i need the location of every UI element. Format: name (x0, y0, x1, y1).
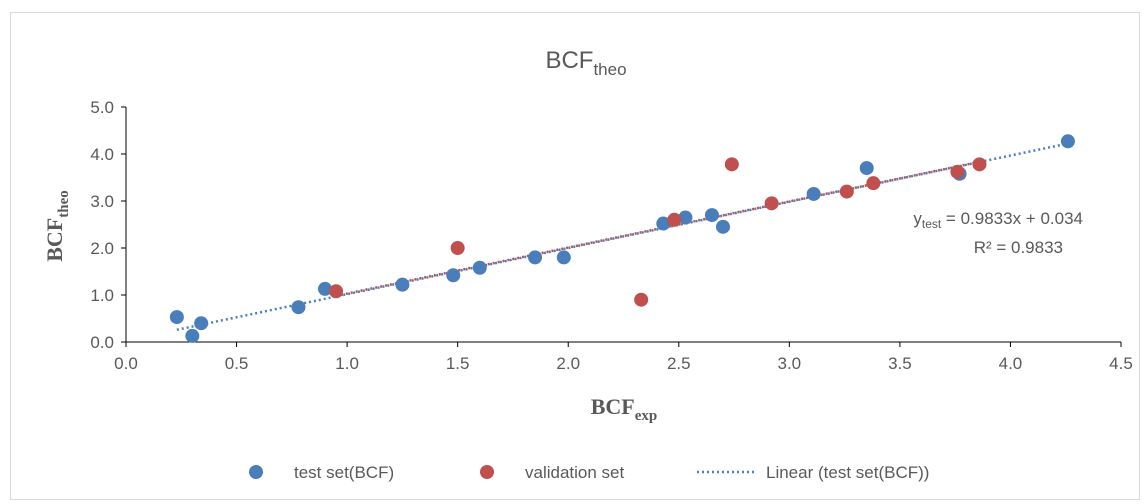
legend-marker-validation-set (480, 465, 494, 479)
point-validation-set (634, 292, 649, 307)
point-validation-set (724, 157, 739, 172)
y-axis-label: BCFtheo (42, 190, 72, 262)
point-test-set (185, 328, 200, 343)
y-tick-label: 0.0 (90, 333, 114, 352)
y-axis-label-main: BCF (42, 218, 67, 262)
y-tick-label: 2.0 (90, 239, 114, 258)
x-tick-label: 4.5 (1109, 354, 1133, 373)
legend-item-test-set: test set(BCF) (249, 463, 394, 482)
chart-frame (10, 12, 1140, 500)
point-validation-set (667, 212, 682, 227)
point-test-set (528, 250, 543, 265)
point-test-set (806, 186, 821, 201)
y-tick-label: 1.0 (90, 286, 114, 305)
point-test-set (1060, 134, 1075, 149)
x-tick-label: 1.5 (446, 354, 470, 373)
x-tick-label: 1.0 (335, 354, 359, 373)
y-tick-label: 3.0 (90, 192, 114, 211)
y-tick-label: 4.0 (90, 145, 114, 164)
point-validation-set (866, 176, 881, 191)
point-test-set (395, 277, 410, 292)
x-axis-label-main: BCF (591, 394, 635, 419)
x-tick-label: 3.0 (778, 354, 802, 373)
legend-label-validation-set: validation set (525, 463, 625, 482)
point-validation-set (450, 241, 465, 255)
x-tick-label: 0.5 (225, 354, 249, 373)
point-validation-set (329, 284, 344, 299)
r-squared: R² = 0.9833 (974, 238, 1063, 257)
point-validation-set (839, 184, 854, 199)
point-validation-set (972, 157, 987, 172)
point-validation-set (950, 164, 965, 179)
x-tick-label: 3.5 (888, 354, 912, 373)
trendline-test-set (176, 142, 1069, 331)
point-test-set (556, 250, 571, 265)
point-test-set (656, 216, 671, 231)
legend-label-test-set: test set(BCF) (294, 463, 394, 482)
legend-label-linear-trend: Linear (test set(BCF)) (766, 463, 929, 482)
equation-y-sub: test (922, 217, 942, 231)
equation-rhs: = 0.9833x + 0.034 (941, 209, 1083, 228)
x-tick-label: 4.0 (999, 354, 1023, 373)
point-test-set (169, 310, 184, 325)
chart-title-sub: theo (593, 60, 626, 79)
point-test-set (472, 260, 487, 275)
legend: test set(BCF) validation set Linear (tes… (249, 463, 929, 482)
point-test-set (678, 210, 693, 225)
x-axis-label: BCFexp (591, 394, 658, 424)
point-validation-set (764, 196, 779, 211)
legend-item-validation-set: validation set (480, 463, 625, 482)
y-axis-label-sub: theo (56, 190, 72, 218)
point-test-set (704, 208, 719, 223)
legend-marker-test-set (249, 465, 263, 479)
point-test-set (291, 300, 306, 315)
point-test-set (716, 219, 730, 234)
x-tick-label: 2.0 (556, 354, 580, 373)
chart-title: BCFtheo (545, 47, 626, 79)
y-tick-label: 5.0 (90, 98, 114, 117)
trendline-equation: ytest = 0.9833x + 0.034 (913, 209, 1083, 231)
x-axis-label-sub: exp (635, 408, 658, 424)
point-test-set (194, 316, 209, 331)
x-tick-label: 2.5 (667, 354, 691, 373)
equation-y: y (913, 209, 922, 228)
x-tick-label: 0.0 (114, 354, 138, 373)
point-test-set (446, 268, 461, 283)
legend-item-linear-trend: Linear (test set(BCF)) (697, 463, 929, 482)
point-test-set (318, 281, 332, 296)
chart-title-main: BCF (545, 47, 593, 74)
point-test-set (859, 161, 874, 176)
